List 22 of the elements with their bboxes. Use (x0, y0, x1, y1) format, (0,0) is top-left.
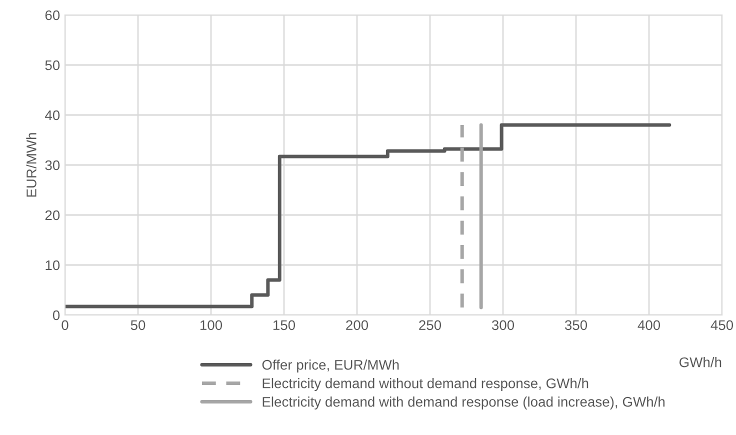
y-tick-label: 30 (45, 160, 60, 170)
x-tick-label: 150 (273, 320, 296, 330)
y-tick-label: 20 (45, 210, 60, 220)
x-tick-label: 350 (564, 320, 588, 330)
x-tick-label: 200 (346, 320, 368, 330)
x-axis-title: GWh/h (679, 357, 722, 368)
y-tick-label: 0 (52, 310, 60, 320)
y-tick-label: 10 (46, 260, 60, 270)
legend-label: Electricity demand without demand response, GWh/h (262, 378, 588, 392)
y-tick-label: 40 (45, 110, 60, 120)
legend-label: Offer price, EUR/MWh (262, 360, 399, 373)
x-tick-label: 400 (638, 320, 660, 330)
x-tick-label: 0 (62, 320, 68, 330)
x-tick-label: 50 (130, 320, 146, 330)
x-tick-label: 450 (710, 320, 734, 330)
y-tick-label: 50 (45, 60, 60, 70)
x-tick-label: 300 (492, 320, 514, 330)
y-axis-title: EUR/MWh (26, 133, 36, 197)
legend-label: Electricity demand with demand response (load increase), GWh/h (262, 396, 665, 410)
x-tick-label: 250 (419, 320, 442, 330)
y-tick-label: 60 (45, 10, 60, 20)
x-tick-label: 100 (200, 320, 222, 330)
